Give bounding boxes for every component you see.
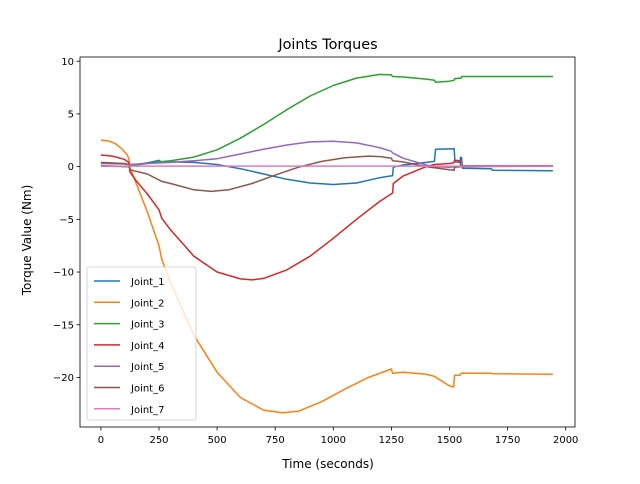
legend-label: Joint_1 <box>130 277 164 288</box>
y-tick-label: −5 <box>59 215 74 226</box>
legend-box <box>86 266 197 421</box>
x-tick-label: 1750 <box>495 435 520 446</box>
legend-label: Joint_6 <box>130 384 164 395</box>
legend-label: Joint_5 <box>130 362 164 373</box>
x-tick-label: 1500 <box>437 435 462 446</box>
x-tick-label: 0 <box>98 435 104 446</box>
y-axis-label: Torque Value (Nm) <box>20 185 34 297</box>
x-axis-ticks: 0 250 500 750 1000 1250 1500 1750 2000 <box>98 427 578 446</box>
legend-label: Joint_7 <box>130 405 164 416</box>
y-tick-label: 0 <box>68 162 74 173</box>
legend: Joint_1 Joint_2 Joint_3 Joint_4 Joint_5 Joint… <box>86 266 197 421</box>
plot-frame <box>79 56 576 428</box>
x-tick-label: 250 <box>149 435 168 446</box>
legend-label: Joint_2 <box>130 298 164 309</box>
x-tick-label: 750 <box>266 435 285 446</box>
x-tick-label: 2000 <box>553 435 578 446</box>
series-line-joint-5 <box>100 140 553 168</box>
y-tick-label: −15 <box>53 320 74 331</box>
chart-title: Joints Torques <box>277 37 377 53</box>
x-tick-label: 1000 <box>321 435 346 446</box>
x-axis-label: Time (seconds) <box>281 457 374 471</box>
legend-label: Joint_3 <box>130 320 164 331</box>
y-tick-label: −10 <box>53 268 74 279</box>
series-line-joint-6 <box>100 155 553 193</box>
x-tick-label: 1250 <box>379 435 404 446</box>
x-tick-label: 500 <box>208 435 227 446</box>
y-tick-label: −20 <box>53 373 74 384</box>
y-tick-label: 5 <box>68 110 74 121</box>
series-lines <box>100 73 553 414</box>
legend-label: Joint_4 <box>130 341 164 352</box>
series-line-joint-4 <box>100 154 553 281</box>
series-line-joint-3 <box>100 73 553 168</box>
y-axis-ticks: 10 5 0 −5 −10 −15 −20 <box>53 57 80 384</box>
y-tick-label: 10 <box>61 57 74 68</box>
